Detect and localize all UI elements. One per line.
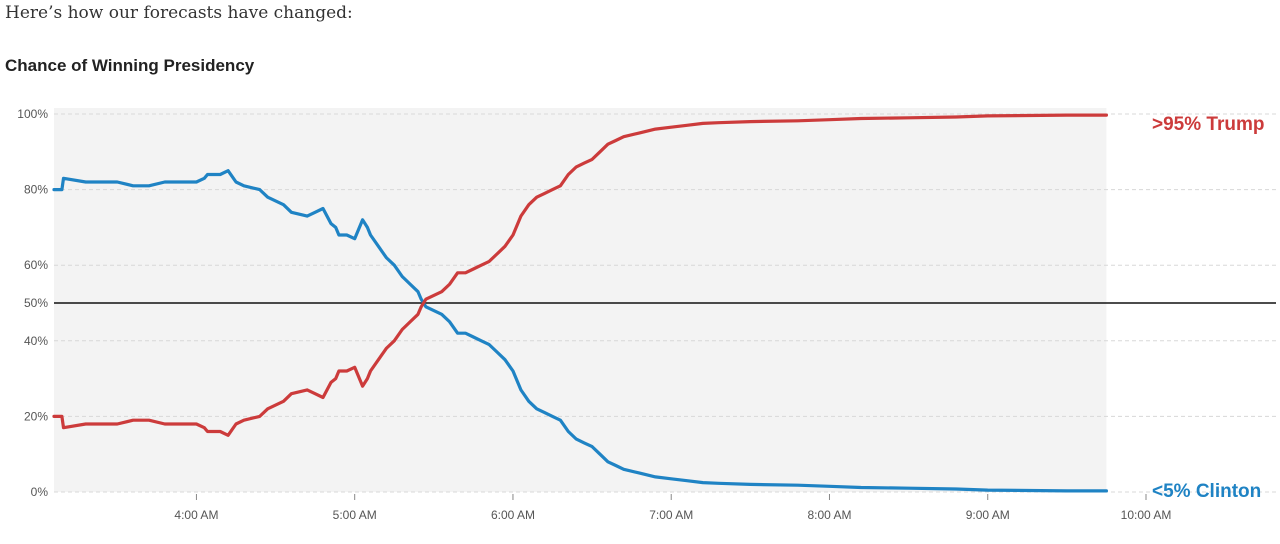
chart-title: Chance of Winning Presidency (5, 56, 255, 75)
y-tick-label-0: 0% (31, 485, 49, 499)
clinton-series-line (52, 169, 1109, 493)
trump-end-label: >95% Trump (1152, 114, 1264, 135)
x-tick-label-9: 9:00 AM (966, 508, 1010, 522)
x-tick-label-4: 4:00 AM (174, 508, 218, 522)
y-tick-label-80: 80% (24, 183, 48, 197)
x-tick-label-6: 6:00 AM (491, 508, 535, 522)
intro-text: Here’s how our forecasts have changed: (5, 3, 353, 23)
y-tick-label-20: 20% (24, 409, 48, 423)
x-tick-label-8: 8:00 AM (807, 508, 851, 522)
y-tick-label-100: 100% (17, 107, 48, 121)
y-tick-label-40: 40% (24, 334, 48, 348)
x-tick-label-7: 7:00 AM (649, 508, 693, 522)
x-tick-label-5: 5:00 AM (333, 508, 377, 522)
clinton-end-label: <5% Clinton (1152, 481, 1261, 502)
y-tick-label-60: 60% (24, 258, 48, 272)
y-tick-label-50: 50% (24, 296, 48, 310)
trump-series-line (52, 113, 1109, 437)
x-tick-label-10: 10:00 AM (1121, 508, 1172, 522)
